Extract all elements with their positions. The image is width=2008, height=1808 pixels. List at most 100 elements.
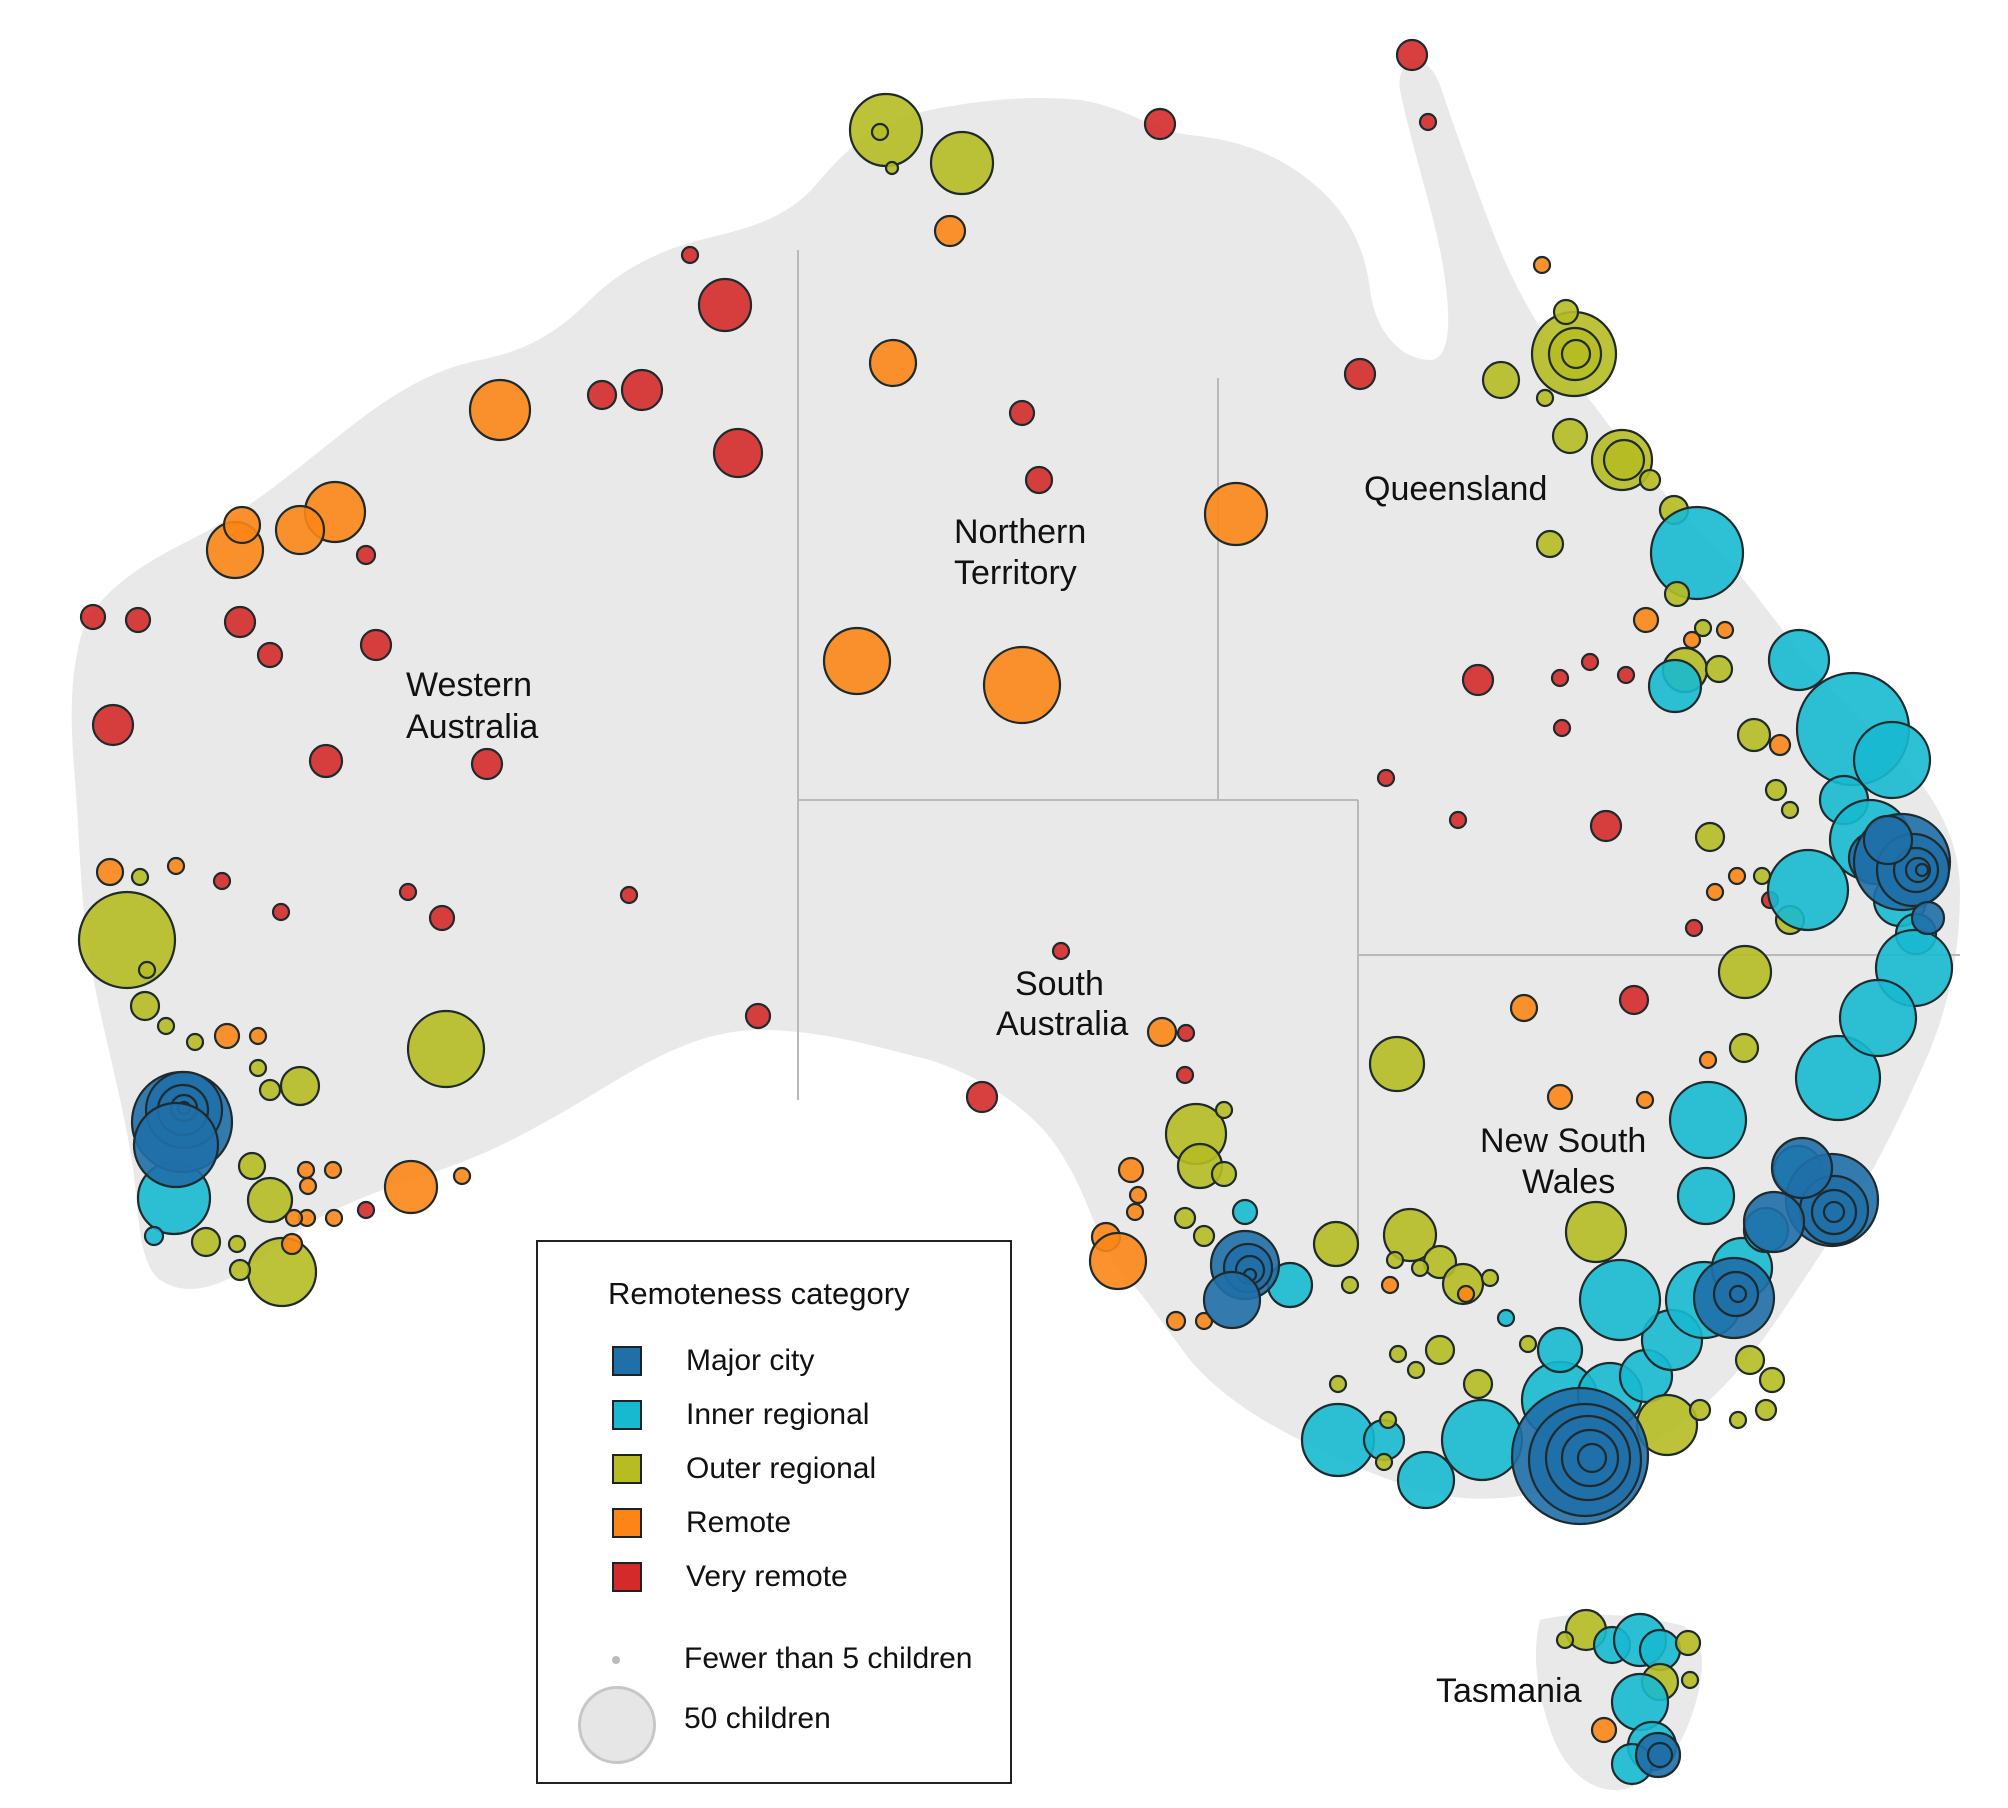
- marker-major-city: [1770, 1136, 1834, 1200]
- marker-remote: [1380, 1275, 1400, 1295]
- marker-inner-regional: [1231, 1198, 1259, 1226]
- marker-inner-regional: [1396, 1450, 1456, 1510]
- marker-major-city: [1822, 1200, 1846, 1224]
- marker-outer-regional: [1564, 1200, 1628, 1264]
- marker-outer-regional: [1173, 1206, 1197, 1230]
- marker-remote: [1146, 1016, 1178, 1048]
- marker-inner-regional: [1536, 1326, 1584, 1374]
- marker-outer-regional: [1728, 1032, 1760, 1064]
- marker-remote: [1203, 481, 1269, 547]
- marker-outer-regional: [137, 960, 157, 980]
- legend-swatch-very-remote: [612, 1562, 642, 1592]
- legend-swatch-inner-regional: [612, 1400, 642, 1430]
- marker-remote: [868, 338, 918, 388]
- marker-outer-regional: [1328, 1374, 1348, 1394]
- marker-outer-regional: [1535, 388, 1555, 408]
- marker-major-city: [1862, 814, 1914, 866]
- marker-outer-regional: [1214, 1100, 1234, 1120]
- marker-very-remote: [697, 277, 753, 333]
- marker-very-remote: [680, 245, 700, 265]
- marker-major-city: [1728, 1284, 1748, 1304]
- size-legend-small-label: Fewer than 5 children: [684, 1642, 973, 1675]
- marker-outer-regional: [1312, 1220, 1360, 1268]
- marker-outer-regional: [1481, 360, 1521, 400]
- marker-inner-regional: [1649, 505, 1745, 601]
- marker-outer-regional: [1410, 1258, 1430, 1278]
- marker-outer-regional: [1210, 1160, 1238, 1188]
- marker-remote: [1632, 606, 1660, 634]
- marker-remote: [323, 1160, 343, 1180]
- marker-outer-regional: [1752, 866, 1772, 886]
- marker-very-remote: [620, 368, 664, 412]
- marker-remote: [1768, 733, 1792, 757]
- marker-outer-regional: [129, 990, 161, 1022]
- size-legend-small-dot: [612, 1656, 620, 1664]
- marker-major-city: [132, 1101, 220, 1189]
- marker-outer-regional: [1368, 1035, 1426, 1093]
- marker-very-remote: [398, 882, 418, 902]
- marker-outer-regional: [1385, 1250, 1405, 1270]
- marker-outer-regional: [1694, 821, 1726, 853]
- marker-remote: [1698, 1050, 1718, 1070]
- marker-outer-regional: [1518, 1334, 1538, 1354]
- marker-remote: [468, 378, 532, 442]
- marker-outer-regional: [246, 1176, 294, 1224]
- legend-item-outer-regional: Outer regional: [612, 1450, 992, 1492]
- marker-remote: [822, 626, 892, 696]
- marker-outer-regional: [1680, 1670, 1700, 1690]
- marker-very-remote: [712, 427, 764, 479]
- marker-very-remote: [428, 904, 456, 932]
- marker-inner-regional: [1647, 658, 1703, 714]
- marker-outer-regional: [1551, 417, 1589, 455]
- label-south-australia-line1: South: [1015, 965, 1104, 1003]
- legend-title: Remoteness category: [608, 1276, 910, 1311]
- marker-very-remote: [619, 885, 639, 905]
- marker-remote: [1590, 1716, 1618, 1744]
- marker-remote: [982, 645, 1062, 725]
- marker-very-remote: [355, 544, 377, 566]
- marker-outer-regional: [1663, 580, 1691, 608]
- marker-remote: [296, 1160, 316, 1180]
- marker-inner-regional: [1852, 720, 1932, 800]
- marker-remote: [1715, 620, 1735, 640]
- legend-item-major-city: Major city: [612, 1342, 992, 1384]
- marker-outer-regional: [1704, 654, 1734, 684]
- legend-swatch-outer-regional: [612, 1454, 642, 1484]
- marker-inner-regional: [1767, 628, 1831, 692]
- marker-major-city: [1202, 1270, 1262, 1330]
- marker-outer-regional: [77, 890, 177, 990]
- legend-box: Remoteness category Major city Inner reg…: [536, 1240, 1012, 1784]
- marker-remote: [284, 1208, 304, 1228]
- marker-remote: [1546, 1083, 1574, 1111]
- marker-inner-regional: [1610, 1672, 1670, 1732]
- marker-remote: [933, 214, 967, 248]
- legend-label-remote: Remote: [686, 1506, 792, 1539]
- marker-remote: [95, 857, 125, 887]
- label-new-south-wales-line1: New South: [1480, 1122, 1646, 1160]
- marker-remote: [298, 1176, 318, 1196]
- marker-major-city: [1576, 1442, 1608, 1474]
- marker-very-remote: [1618, 984, 1650, 1016]
- marker-remote: [280, 1232, 304, 1256]
- label-south-australia-line2: Australia: [996, 1005, 1128, 1043]
- marker-major-city: [1646, 1741, 1674, 1769]
- marker-major-city: [1914, 862, 1930, 878]
- marker-remote: [1682, 630, 1702, 650]
- marker-very-remote: [124, 606, 152, 634]
- marker-outer-regional: [1560, 338, 1592, 370]
- marker-major-city: [1742, 1190, 1806, 1254]
- marker-very-remote: [1684, 918, 1704, 938]
- marker-remote: [1128, 1185, 1148, 1205]
- label-new-south-wales-line2: Wales: [1522, 1163, 1615, 1201]
- marker-outer-regional: [190, 1226, 222, 1258]
- marker-very-remote: [470, 747, 504, 781]
- marker-remote: [1088, 1231, 1148, 1291]
- marker-outer-regional: [237, 1151, 267, 1181]
- marker-very-remote: [1552, 718, 1572, 738]
- marker-very-remote: [256, 641, 284, 669]
- marker-remote: [1509, 993, 1539, 1023]
- marker-very-remote: [1175, 1065, 1195, 1085]
- marker-very-remote: [271, 902, 291, 922]
- marker-major-city: [1910, 900, 1946, 936]
- marker-outer-regional: [1192, 1224, 1216, 1248]
